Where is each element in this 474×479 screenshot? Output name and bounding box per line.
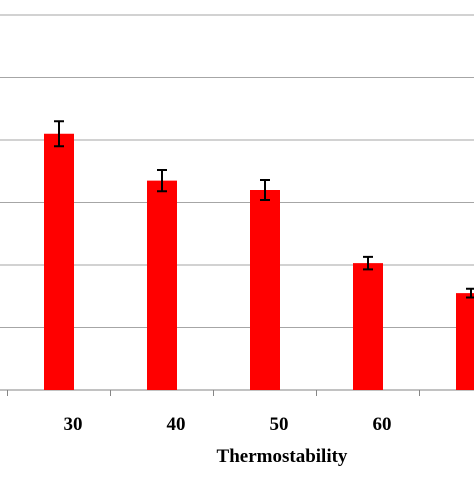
bar-50 bbox=[250, 190, 280, 390]
bar-60 bbox=[353, 263, 383, 390]
x-axis bbox=[0, 390, 474, 396]
x-tick-label-40: 40 bbox=[167, 414, 186, 435]
bar-70 bbox=[456, 293, 474, 390]
bar-30 bbox=[44, 134, 74, 390]
x-tick-label-50: 50 bbox=[270, 414, 289, 435]
x-axis-title: Thermostability bbox=[217, 446, 348, 467]
x-tick-label-60: 60 bbox=[373, 414, 392, 435]
bars bbox=[44, 134, 474, 390]
bar-40 bbox=[147, 181, 177, 390]
x-tick-labels: 3040506070 bbox=[64, 414, 474, 435]
x-tick-label-30: 30 bbox=[64, 414, 83, 435]
